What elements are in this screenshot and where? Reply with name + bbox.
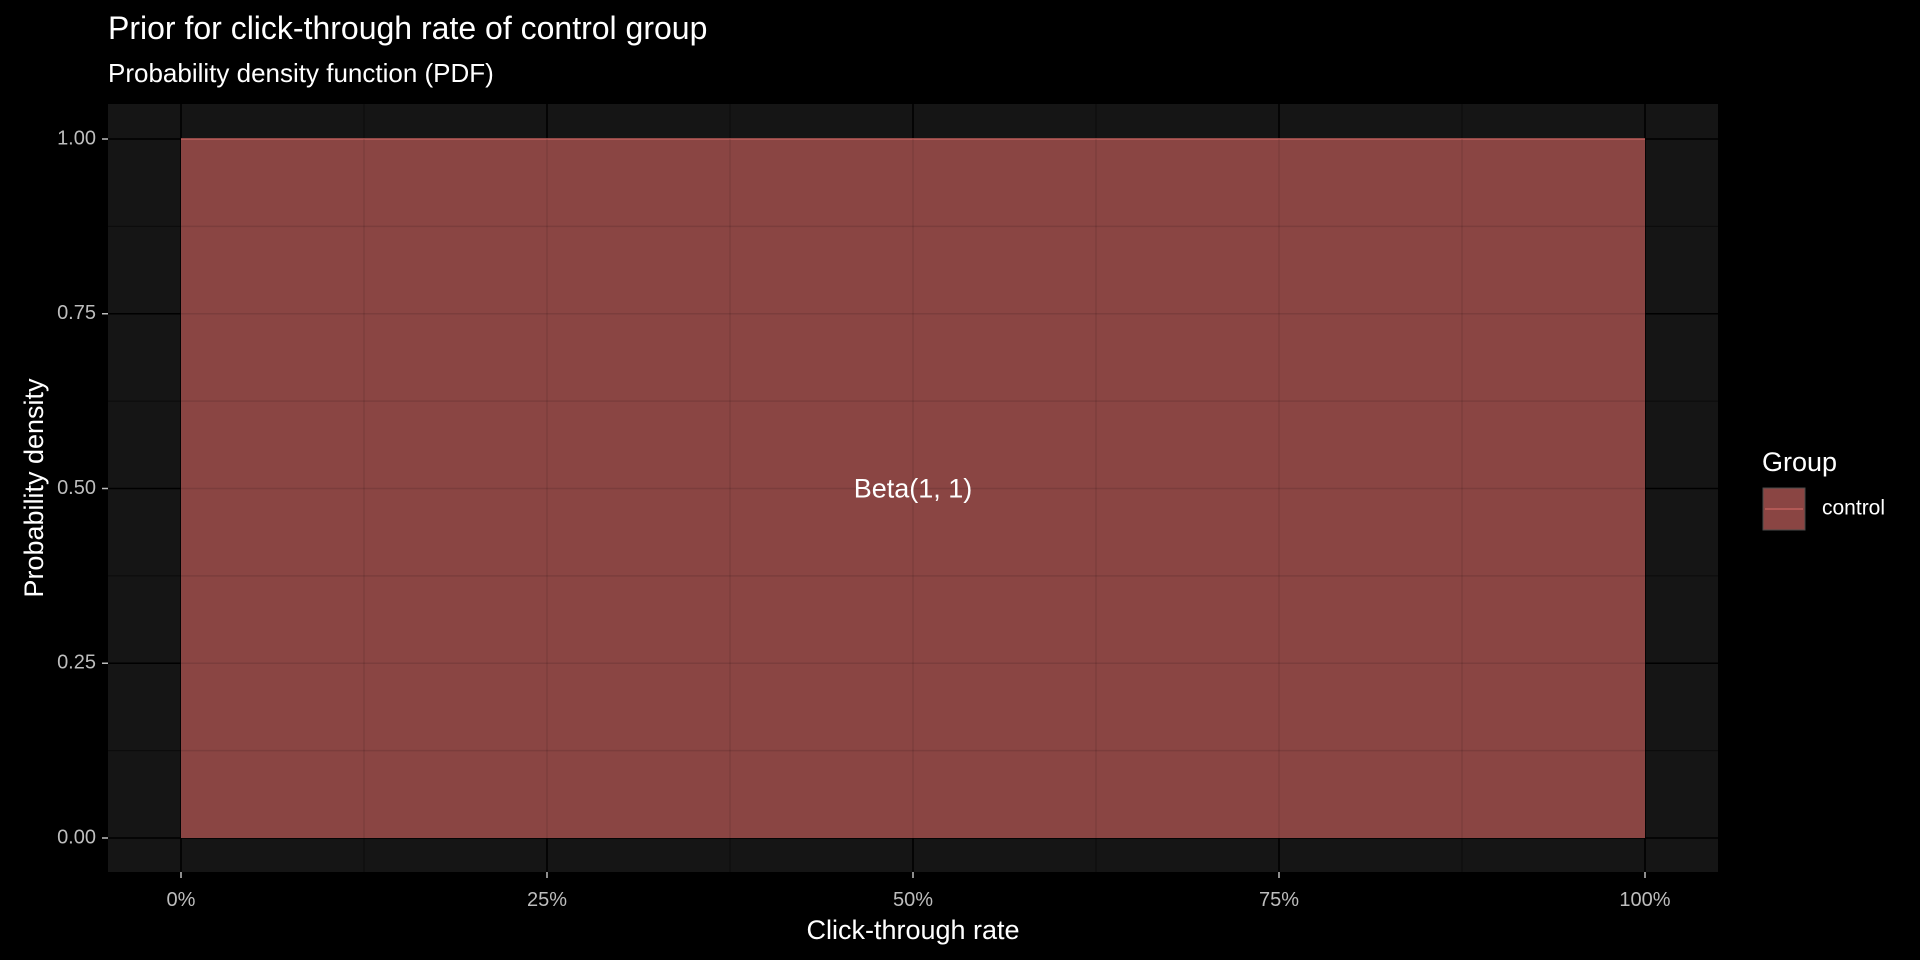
y-tick-label: 0.25	[57, 652, 96, 674]
x-tick-label: 25%	[527, 889, 567, 911]
legend: Group control	[1762, 447, 1885, 531]
chart-title: Prior for click-through rate of control …	[108, 10, 708, 46]
y-tick-label: 0.75	[57, 302, 96, 324]
x-tick-label: 50%	[893, 889, 933, 911]
x-tick-label: 0%	[167, 889, 196, 911]
x-axis-title: Click-through rate	[806, 915, 1019, 945]
y-tick-label: 1.00	[57, 127, 96, 149]
distribution-annotation: Beta(1, 1)	[854, 474, 973, 504]
series-area-control	[181, 139, 1645, 838]
legend-label-control: control	[1822, 497, 1885, 520]
legend-title: Group	[1762, 447, 1837, 477]
x-tick-label: 75%	[1259, 889, 1299, 911]
gridlines-overlay	[181, 139, 1645, 838]
chart-subtitle: Probability density function (PDF)	[108, 58, 494, 88]
y-axis-title: Probability density	[19, 378, 49, 598]
series-layer	[181, 138, 1645, 838]
x-axis: 0% 25% 50% 75% 100%	[167, 872, 1671, 911]
y-axis: 0.00 0.25 0.50 0.75 1.00	[57, 127, 108, 848]
y-tick-label: 0.00	[57, 826, 96, 848]
x-tick-label: 100%	[1619, 889, 1670, 911]
y-tick-label: 0.50	[57, 477, 96, 499]
